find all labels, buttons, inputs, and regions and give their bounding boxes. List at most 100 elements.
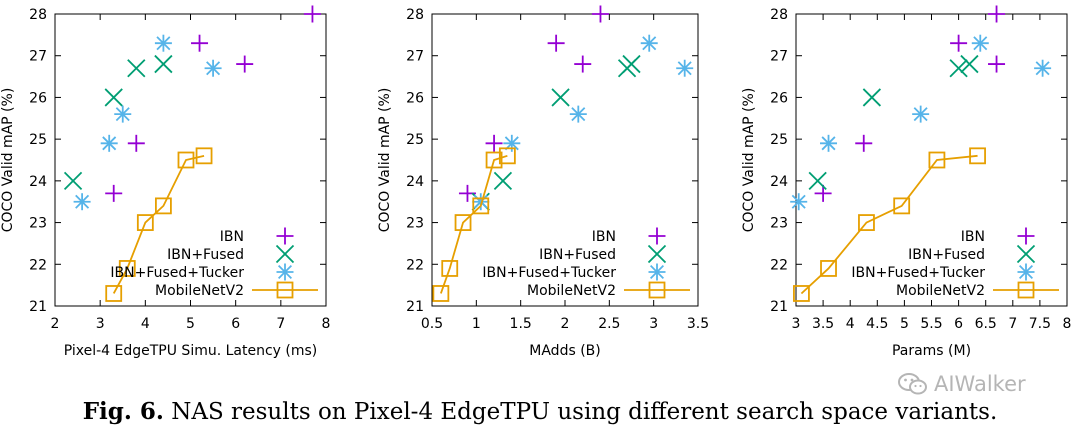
legend-label: IBN+Fused+Tucker <box>482 265 616 281</box>
series-ibn <box>814 5 1006 202</box>
data-point <box>154 54 173 74</box>
y-tick-label: 21 <box>406 299 424 315</box>
series-ibn-fused <box>63 54 173 190</box>
data-point <box>988 5 1006 23</box>
legend-label: IBN+Fused <box>908 247 985 263</box>
legend-label: IBN+Fused <box>539 247 616 263</box>
y-tick-label: 25 <box>29 132 47 148</box>
data-point <box>303 5 321 23</box>
x-tick-label: 3 <box>792 316 801 332</box>
x-axis-label: MAdds (B) <box>529 343 600 359</box>
data-point <box>950 34 968 52</box>
data-point <box>154 34 172 52</box>
legend-label: MobileNetV2 <box>527 283 616 299</box>
y-tick-label: 28 <box>406 7 424 23</box>
data-point <box>204 59 222 77</box>
data-point <box>969 147 986 165</box>
y-tick-label: 25 <box>770 132 788 148</box>
data-point <box>472 193 490 211</box>
data-point <box>432 285 450 302</box>
y-axis-label: COCO Valid mAP (%) <box>377 88 393 233</box>
legend-marker <box>648 227 666 245</box>
data-point <box>493 171 513 190</box>
x-tick-label: 5.5 <box>920 316 942 332</box>
data-point <box>551 88 570 107</box>
data-point <box>960 54 979 74</box>
y-tick-label: 24 <box>770 174 788 190</box>
series-mobilenetv2 <box>793 147 986 302</box>
legend-marker <box>647 244 667 264</box>
x-axis-label: Params (M) <box>892 343 971 359</box>
x-tick-label: 7.5 <box>1029 316 1051 332</box>
legend: IBN IBN+Fused IBN+Fused+Tucker MobileNetV2 <box>482 227 690 299</box>
data-point <box>105 184 123 202</box>
data-point <box>912 105 930 123</box>
legend-marker <box>276 281 294 299</box>
y-tick-label: 28 <box>29 7 47 23</box>
data-point <box>472 197 490 215</box>
x-tick-label: 2 <box>561 316 570 332</box>
data-point <box>988 55 1006 73</box>
chart-panel-2: 0.5 1 1.5 2 2.5 3 3.5 21 22 23 24 25 26 27 28 MAdds (B)… <box>377 5 709 359</box>
figure-caption: Fig. 6. NAS results on Pixel-4 EdgeTPU u… <box>0 398 1080 425</box>
data-point <box>177 151 195 169</box>
data-point <box>498 147 516 165</box>
y-tick-label: 22 <box>406 257 424 273</box>
series-ibn <box>458 5 609 202</box>
data-point <box>591 5 609 23</box>
data-point <box>971 34 989 52</box>
y-axis-label: COCO Valid mAP (%) <box>741 88 757 233</box>
legend-marker <box>1017 281 1035 299</box>
series-ibn-fused-tucker <box>790 34 1052 211</box>
watermark-text: AIWalker <box>934 372 1026 396</box>
y-tick-label: 24 <box>29 174 47 190</box>
data-point <box>100 134 118 152</box>
data-point <box>63 171 83 190</box>
x-tick-label: 6 <box>954 316 963 332</box>
data-point <box>195 147 213 165</box>
series-ibn-fused <box>808 54 979 190</box>
x-tick-label: 1 <box>472 316 481 332</box>
legend-marker <box>276 263 294 281</box>
x-tick-label: 4 <box>846 316 855 332</box>
legend-label: IBN <box>961 229 985 245</box>
y-tick-label: 21 <box>770 299 788 315</box>
data-point <box>793 285 810 302</box>
series-line <box>440 154 508 294</box>
series-mobilenetv2 <box>432 147 516 302</box>
y-tick-label: 26 <box>406 90 424 106</box>
data-point <box>485 151 503 169</box>
data-point <box>1034 59 1052 77</box>
x-tick-label: 6.5 <box>975 316 997 332</box>
watermark: AIWalker <box>898 372 1026 396</box>
legend-label: MobileNetV2 <box>155 283 244 299</box>
legend-label: IBN+Fused+Tucker <box>851 265 985 281</box>
y-tick-label: 27 <box>770 49 788 65</box>
data-point <box>949 59 968 78</box>
legend-marker <box>1017 263 1035 281</box>
y-tick-label: 26 <box>770 90 788 106</box>
x-tick-label: 3 <box>96 316 105 332</box>
data-point <box>893 197 911 215</box>
data-point <box>191 34 209 52</box>
data-point <box>569 105 587 123</box>
data-point <box>454 214 472 231</box>
data-point <box>547 34 565 52</box>
y-tick-label: 23 <box>406 216 424 232</box>
y-tick-label: 28 <box>770 7 788 23</box>
legend: IBN IBN+Fused IBN+Fused+Tucker MobileNetV2 <box>851 227 1059 299</box>
data-point <box>808 171 827 190</box>
x-tick-label: 3.5 <box>812 316 834 332</box>
series-mobilenetv2 <box>105 147 213 302</box>
data-point <box>136 214 154 231</box>
data-point <box>858 214 875 231</box>
series-ibn-fused-tucker <box>73 34 222 211</box>
data-point <box>820 260 837 277</box>
data-point <box>154 197 172 215</box>
legend-label: IBN <box>592 229 616 245</box>
y-tick-label: 21 <box>29 299 47 315</box>
series-ibn <box>105 5 321 202</box>
legend-marker <box>648 281 666 299</box>
